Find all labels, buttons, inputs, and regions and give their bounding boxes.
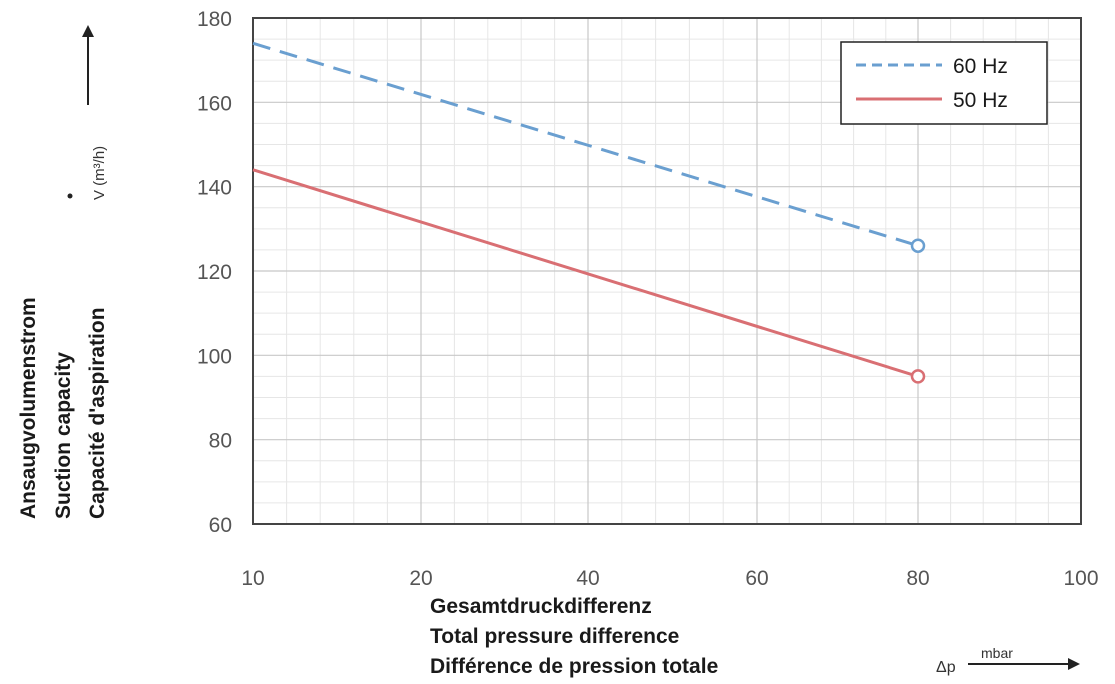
y-tick-label: 160 bbox=[197, 92, 232, 115]
x-tick-label: 10 bbox=[241, 567, 264, 590]
x-tick-labels: 10 20 40 60 80 100 bbox=[241, 567, 1098, 590]
legend-box bbox=[840, 41, 1048, 125]
series-line-0 bbox=[252, 41, 919, 248]
x-tick-label: 80 bbox=[906, 567, 929, 590]
y-tick-label: 180 bbox=[197, 8, 232, 31]
y-axis-symbol: V (m³/h) bbox=[91, 146, 108, 200]
y-tick-label: 140 bbox=[197, 177, 232, 200]
y-axis-title-de: Ansaugvolumenstrom bbox=[17, 297, 40, 519]
x-tick-label: 40 bbox=[576, 567, 599, 590]
series-end-marker-0 bbox=[910, 238, 926, 253]
y-axis-title-fr: Capacité d'aspiration bbox=[86, 307, 109, 519]
x-tick-label: 20 bbox=[409, 567, 432, 590]
legend: 60 Hz 50 Hz bbox=[840, 41, 1048, 125]
x-axis-title-fr: Différence de pression totale bbox=[430, 655, 718, 678]
y-axis-title-en: Suction capacity bbox=[52, 352, 75, 519]
series-lines bbox=[252, 41, 926, 384]
y-tick-labels: 60 80 100 120 140 160 180 bbox=[197, 8, 232, 537]
y-tick-label: 100 bbox=[197, 345, 232, 368]
y-axis-arrow-icon bbox=[82, 25, 94, 105]
y-tick-label: 80 bbox=[209, 430, 232, 453]
x-tick-label: 100 bbox=[1063, 567, 1098, 590]
series-line-1 bbox=[252, 168, 919, 378]
x-axis-symbol: Δp bbox=[936, 659, 956, 676]
x-axis-title-en: Total pressure difference bbox=[430, 625, 679, 648]
x-tick-label: 60 bbox=[745, 567, 768, 590]
x-axis-title-de: Gesamtdruckdifferenz bbox=[430, 595, 652, 618]
x-axis-arrow-icon bbox=[968, 658, 1080, 670]
y-axis-dot-icon bbox=[67, 193, 73, 199]
y-tick-label: 60 bbox=[209, 514, 232, 537]
series-end-marker-1 bbox=[910, 369, 926, 384]
plot-frame bbox=[252, 17, 1082, 525]
x-axis-unit: mbar bbox=[981, 645, 1013, 661]
legend-label-50hz: 50 Hz bbox=[953, 89, 1008, 112]
y-tick-label: 120 bbox=[197, 261, 232, 284]
legend-label-60hz: 60 Hz bbox=[953, 55, 1008, 78]
